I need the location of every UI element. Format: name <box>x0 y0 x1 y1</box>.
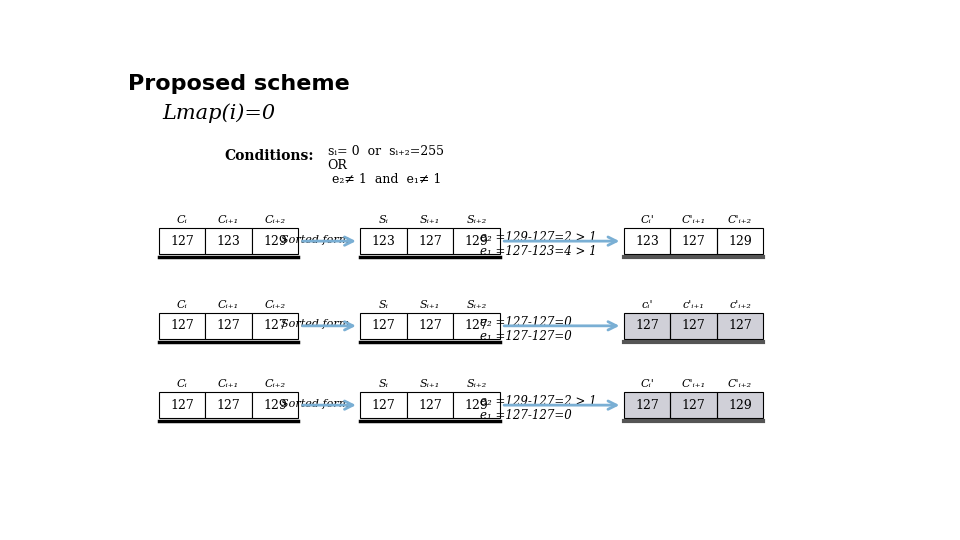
Text: 127: 127 <box>728 319 752 332</box>
Bar <box>624 392 763 418</box>
Text: Cᵢ: Cᵢ <box>177 215 187 225</box>
Text: Cᵢ: Cᵢ <box>177 300 187 309</box>
Text: 129: 129 <box>728 399 752 411</box>
Bar <box>717 313 763 339</box>
Text: 127: 127 <box>372 319 396 332</box>
Text: Sᵢ₊₂: Sᵢ₊₂ <box>467 215 487 225</box>
Text: 129: 129 <box>263 399 287 411</box>
Text: 127: 127 <box>217 319 240 332</box>
Bar <box>252 392 299 418</box>
Bar <box>360 228 407 254</box>
Text: 127: 127 <box>636 319 659 332</box>
Text: Cᵢ₊₁: Cᵢ₊₁ <box>218 300 239 309</box>
Text: e₁ =127-123=4 > 1: e₁ =127-123=4 > 1 <box>480 245 597 258</box>
Text: e₂≠ 1  and  e₁≠ 1: e₂≠ 1 and e₁≠ 1 <box>327 173 441 186</box>
Text: 127: 127 <box>170 399 194 411</box>
Bar <box>670 228 717 254</box>
Bar <box>407 228 453 254</box>
Text: C'ᵢ₊₁: C'ᵢ₊₁ <box>682 215 706 225</box>
Text: Cᵢ: Cᵢ <box>177 379 187 389</box>
Bar <box>717 392 763 418</box>
Text: Sᵢ₊₁: Sᵢ₊₁ <box>420 215 440 225</box>
Text: Sorted form: Sorted form <box>281 399 349 409</box>
Text: Sᵢ₊₂: Sᵢ₊₂ <box>467 379 487 389</box>
Text: Cᵢ₊₂: Cᵢ₊₂ <box>264 379 285 389</box>
Bar <box>158 392 205 418</box>
Text: e₁ =127-127=0: e₁ =127-127=0 <box>480 330 572 343</box>
Text: Cᵢ₊₂: Cᵢ₊₂ <box>264 215 285 225</box>
Text: Cᵢ₊₂: Cᵢ₊₂ <box>264 300 285 309</box>
Text: 127: 127 <box>217 399 240 411</box>
Bar <box>453 392 500 418</box>
Text: Cᵢ₊₁: Cᵢ₊₁ <box>218 379 239 389</box>
Text: 123: 123 <box>217 234 240 248</box>
Text: 127: 127 <box>682 234 706 248</box>
Text: Proposed scheme: Proposed scheme <box>128 74 349 94</box>
Bar <box>624 313 763 339</box>
Bar <box>453 228 500 254</box>
Text: 127: 127 <box>682 399 706 411</box>
Text: e₂ =129-127=2 > 1: e₂ =129-127=2 > 1 <box>480 395 597 408</box>
Bar <box>624 313 670 339</box>
Text: Conditions:: Conditions: <box>225 150 314 164</box>
Text: e₂ =129-127=2 > 1: e₂ =129-127=2 > 1 <box>480 231 597 244</box>
Bar <box>624 228 763 254</box>
Text: Lmap(i)=0: Lmap(i)=0 <box>162 103 276 123</box>
Text: Sᵢ₊₁: Sᵢ₊₁ <box>420 300 440 309</box>
Text: C'ᵢ₊₂: C'ᵢ₊₂ <box>728 379 752 389</box>
Bar <box>453 313 500 339</box>
Bar <box>670 392 717 418</box>
Bar <box>252 228 299 254</box>
Bar <box>670 313 717 339</box>
Bar <box>360 392 407 418</box>
Bar <box>624 392 670 418</box>
Text: Cᵢ': Cᵢ' <box>640 379 654 389</box>
Text: 127: 127 <box>682 319 706 332</box>
Text: 127: 127 <box>372 399 396 411</box>
Text: 129: 129 <box>263 234 287 248</box>
Text: 127: 127 <box>636 399 659 411</box>
Text: 127: 127 <box>419 399 442 411</box>
Bar <box>205 392 252 418</box>
Bar <box>407 313 453 339</box>
Text: 123: 123 <box>636 234 659 248</box>
Bar <box>717 228 763 254</box>
Bar <box>360 313 407 339</box>
Text: 127: 127 <box>419 234 442 248</box>
Text: 127: 127 <box>419 319 442 332</box>
Bar <box>158 313 205 339</box>
Text: C'ᵢ₊₁: C'ᵢ₊₁ <box>682 379 706 389</box>
Text: 127: 127 <box>263 319 287 332</box>
Bar <box>158 228 205 254</box>
Text: c'ᵢ₊₂: c'ᵢ₊₂ <box>729 300 751 309</box>
Text: C'ᵢ₊₂: C'ᵢ₊₂ <box>728 215 752 225</box>
Text: 127: 127 <box>170 319 194 332</box>
Bar <box>624 228 670 254</box>
Text: 127: 127 <box>170 234 194 248</box>
Text: Sᵢ₊₂: Sᵢ₊₂ <box>467 300 487 309</box>
Text: e₁ =127-127=0: e₁ =127-127=0 <box>480 409 572 422</box>
Text: 129: 129 <box>465 234 489 248</box>
Text: 129: 129 <box>465 399 489 411</box>
Text: Sorted form: Sorted form <box>281 234 349 245</box>
Text: 127: 127 <box>465 319 489 332</box>
Bar <box>205 228 252 254</box>
Text: Sᵢ: Sᵢ <box>378 215 389 225</box>
Text: c'ᵢ₊₁: c'ᵢ₊₁ <box>683 300 705 309</box>
Bar <box>205 313 252 339</box>
Text: 123: 123 <box>372 234 396 248</box>
Bar <box>252 313 299 339</box>
Bar <box>407 392 453 418</box>
Text: e₂ =127-127=0: e₂ =127-127=0 <box>480 316 572 329</box>
Text: Sᵢ: Sᵢ <box>378 379 389 389</box>
Text: cᵢ': cᵢ' <box>641 300 653 309</box>
Text: 129: 129 <box>728 234 752 248</box>
Text: Cᵢ₊₁: Cᵢ₊₁ <box>218 215 239 225</box>
Text: Cᵢ': Cᵢ' <box>640 215 654 225</box>
Text: Sᵢ₊₁: Sᵢ₊₁ <box>420 379 440 389</box>
Text: Sorted form: Sorted form <box>281 319 349 329</box>
Text: Sᵢ: Sᵢ <box>378 300 389 309</box>
Text: OR: OR <box>327 159 348 172</box>
Text: sᵢ= 0  or  sᵢ₊₂=255: sᵢ= 0 or sᵢ₊₂=255 <box>327 145 444 158</box>
